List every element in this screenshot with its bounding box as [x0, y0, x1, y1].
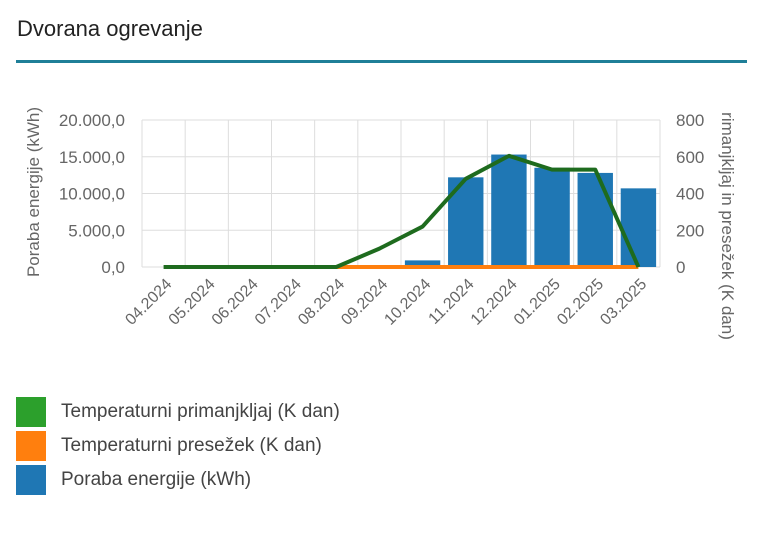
energy-chart: 20.000,0 15.000,0 10.000,0 5.000,0 0,0 800 60…	[24, 107, 737, 340]
title-divider	[16, 60, 747, 63]
legend-label-energy: Poraba energije (kWh)	[61, 469, 252, 490]
left-axis-ticks: 20.000,0 15.000,0 10.000,0 5.000,0 0,0	[59, 111, 125, 277]
left-tick-label: 20.000,0	[59, 111, 125, 130]
bar-10.2024[interactable]	[404, 260, 441, 267]
line-deficit[interactable]	[163, 153, 641, 269]
x-tick-label: 03.2025	[597, 276, 650, 329]
bar-01.2025[interactable]	[534, 167, 570, 267]
x-tick-label: 04.2024	[122, 276, 175, 329]
right-tick-label: 200	[676, 221, 704, 240]
right-tick-label: 0	[676, 258, 685, 277]
left-tick-label: 5.000,0	[68, 221, 125, 240]
x-axis-ticks: 04.202405.202406.202407.202408.202409.20…	[122, 276, 650, 329]
right-tick-label: 600	[676, 148, 704, 167]
right-axis-label: rimanjkljaj in presežek (K dan)	[718, 112, 737, 340]
left-tick-label: 10.000,0	[59, 185, 125, 204]
right-axis-ticks: 800 600 400 200 0	[676, 111, 704, 277]
line-series	[163, 153, 641, 269]
x-tick-label: 07.2024	[252, 276, 305, 329]
x-tick-label: 10.2024	[381, 276, 434, 329]
bar-12.2024[interactable]	[491, 154, 527, 267]
x-tick-label: 06.2024	[209, 276, 262, 329]
legend-swatch-energy	[16, 465, 46, 495]
x-tick-label: 09.2024	[338, 276, 391, 329]
x-tick-label: 01.2025	[511, 276, 564, 329]
legend-label-deficit: Temperaturni primanjkljaj (K dan)	[61, 401, 340, 422]
x-tick-label: 02.2025	[554, 276, 607, 329]
bar-03.2025[interactable]	[620, 188, 657, 267]
right-tick-label: 400	[676, 185, 704, 204]
legend-item-energy[interactable]: Poraba energije (kWh)	[16, 463, 340, 497]
legend-swatch-surplus	[16, 431, 46, 461]
left-axis-label: Poraba energije (kWh)	[24, 107, 43, 277]
legend-swatch-deficit	[16, 397, 46, 427]
right-tick-label: 800	[676, 111, 704, 130]
left-tick-label: 15.000,0	[59, 148, 125, 167]
x-tick-label: 08.2024	[295, 276, 348, 329]
legend-item-deficit[interactable]: Temperaturni primanjkljaj (K dan)	[16, 395, 340, 429]
x-tick-label: 12.2024	[468, 276, 521, 329]
page-title: Dvorana ogrevanje	[17, 16, 203, 41]
left-tick-label: 0,0	[101, 258, 125, 277]
legend: Temperaturni primanjkljaj (K dan) Temper…	[16, 395, 340, 497]
legend-item-surplus[interactable]: Temperaturni presežek (K dan)	[16, 429, 340, 463]
bar-02.2025[interactable]	[577, 172, 613, 267]
legend-label-surplus: Temperaturni presežek (K dan)	[61, 435, 322, 456]
x-tick-label: 05.2024	[166, 276, 219, 329]
grid-lines	[141, 119, 661, 268]
